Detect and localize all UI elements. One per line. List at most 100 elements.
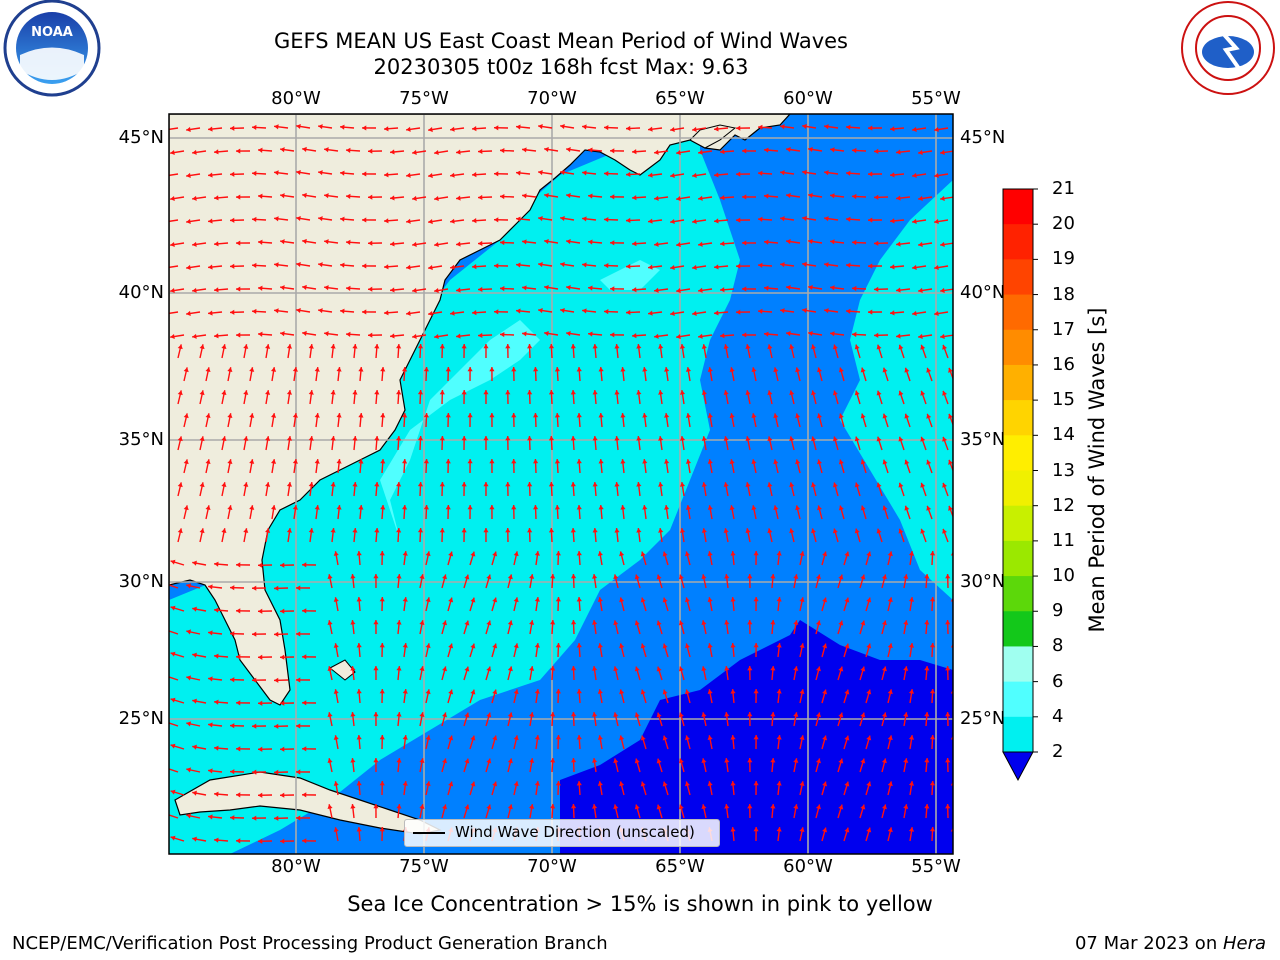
wind-arrow-head: [177, 390, 183, 396]
wind-arrow-head: [252, 308, 257, 315]
wind-arrow-head: [844, 781, 850, 787]
wind-arrow-head: [876, 344, 882, 350]
wind-arrow-head: [824, 262, 829, 268]
wind-arrow-head: [868, 263, 873, 269]
wind-arrow-head: [192, 195, 197, 201]
wind-arrow-head: [745, 482, 751, 488]
wind-arrow-head: [456, 149, 461, 155]
wind-arrow-head: [723, 344, 729, 349]
wind-arrow-head: [610, 194, 615, 200]
wind-arrow-head: [822, 689, 828, 695]
wind-arrow-head: [478, 194, 483, 200]
lat-label-right: 40°N: [960, 282, 1006, 303]
wind-arrow-head: [302, 792, 307, 798]
wind-arrow-head: [252, 216, 257, 223]
wind-arrow-head: [614, 344, 620, 349]
wind-arrow-head: [448, 735, 454, 741]
wind-arrow-head: [838, 712, 844, 718]
wind-arrow-head: [570, 482, 576, 487]
lon-label-bottom: 65°W: [655, 856, 705, 877]
wind-arrow-head: [402, 551, 408, 556]
land-north-america: [169, 114, 791, 706]
wind-arrow-head: [467, 413, 473, 418]
wind-arrow-head: [419, 712, 425, 717]
wind-arrow-head: [522, 331, 527, 337]
wind-arrow-head: [478, 332, 483, 338]
wind-arrow-head: [903, 712, 909, 717]
lat-label-left: 45°N: [118, 127, 164, 148]
wind-arrow-head: [640, 735, 646, 741]
wind-arrow-head: [613, 712, 619, 718]
wind-arrow-head: [533, 367, 539, 372]
wind-arrow-head: [358, 459, 364, 464]
wind-arrow-head: [333, 597, 339, 602]
wind-arrow-head: [776, 643, 782, 648]
wind-arrow-head: [868, 309, 873, 315]
wind-arrow-head: [838, 505, 844, 511]
wind-arrow-head: [566, 147, 571, 153]
wind-arrow-head: [362, 217, 367, 223]
wind-arrow-head: [192, 560, 197, 566]
wind-arrow-head: [776, 597, 782, 602]
wind-arrow-head: [461, 390, 467, 395]
wind-arrow-head: [492, 689, 498, 695]
wind-arrow-head: [489, 413, 495, 418]
wind-arrow-head: [832, 344, 838, 350]
wind-arrow-head: [908, 643, 915, 648]
wind-arrow-head: [380, 367, 386, 372]
wind-arrow-head: [402, 505, 408, 510]
wind-arrow-head: [214, 195, 219, 201]
colorbar-segment: [1003, 470, 1033, 507]
wind-arrow-head: [566, 331, 571, 337]
wind-arrow-head: [776, 827, 782, 832]
wind-arrow-head: [352, 482, 358, 487]
wind-arrow-head: [808, 146, 813, 153]
wind-arrow-head: [258, 700, 263, 706]
wind-arrow-head: [597, 735, 603, 740]
wind-arrow-head: [362, 263, 367, 269]
wind-arrow-head: [302, 192, 307, 199]
wind-arrow-head: [390, 195, 395, 201]
wind-arrow-head: [252, 769, 257, 775]
wind-arrow-head: [186, 629, 192, 635]
wind-arrow-head: [236, 240, 241, 246]
wind-arrow-head: [934, 126, 939, 133]
wind-arrow-head: [478, 240, 483, 246]
wind-arrow-head: [308, 528, 314, 533]
wind-arrow-head: [898, 436, 904, 442]
wind-arrow-head: [292, 367, 298, 372]
wind-arrow-head: [770, 758, 776, 763]
wind-arrow-head: [684, 781, 690, 787]
wind-arrow-head: [747, 712, 753, 717]
wind-arrow-head: [868, 171, 873, 177]
wind-arrow-head: [533, 505, 539, 510]
wind-arrow-head: [529, 804, 535, 809]
wind-arrow-head: [942, 528, 948, 534]
wind-arrow-head: [678, 620, 684, 626]
wind-arrow-head: [789, 482, 795, 488]
wind-arrow-head: [613, 758, 619, 764]
wind-arrow-head: [192, 333, 197, 339]
wind-arrow-head: [942, 482, 948, 488]
wind-arrow-head: [945, 712, 951, 717]
wind-arrow-head: [164, 173, 169, 178]
wind-arrow-head: [296, 307, 301, 314]
wind-arrow-head: [170, 835, 176, 841]
wind-arrow-head: [860, 367, 866, 373]
wind-arrow-head: [402, 597, 408, 602]
wind-arrow-head: [597, 689, 603, 694]
wind-arrow-head: [352, 344, 358, 349]
map-legend: Wind Wave Direction (unscaled): [404, 819, 720, 847]
wind-arrow: [169, 584, 179, 589]
wind-arrow-head: [494, 125, 499, 131]
wind-arrow-head: [350, 712, 356, 717]
map-frame: [168, 113, 954, 855]
wind-arrow-head: [423, 459, 429, 464]
wind-arrow-head: [662, 735, 668, 741]
wind-arrow-head: [362, 309, 367, 315]
wind-arrow-head: [483, 528, 489, 533]
wind-arrow-head: [724, 574, 730, 579]
wind-arrow-head: [177, 482, 183, 488]
wind-arrow-head: [866, 597, 872, 603]
wind-arrow-head: [492, 781, 498, 787]
